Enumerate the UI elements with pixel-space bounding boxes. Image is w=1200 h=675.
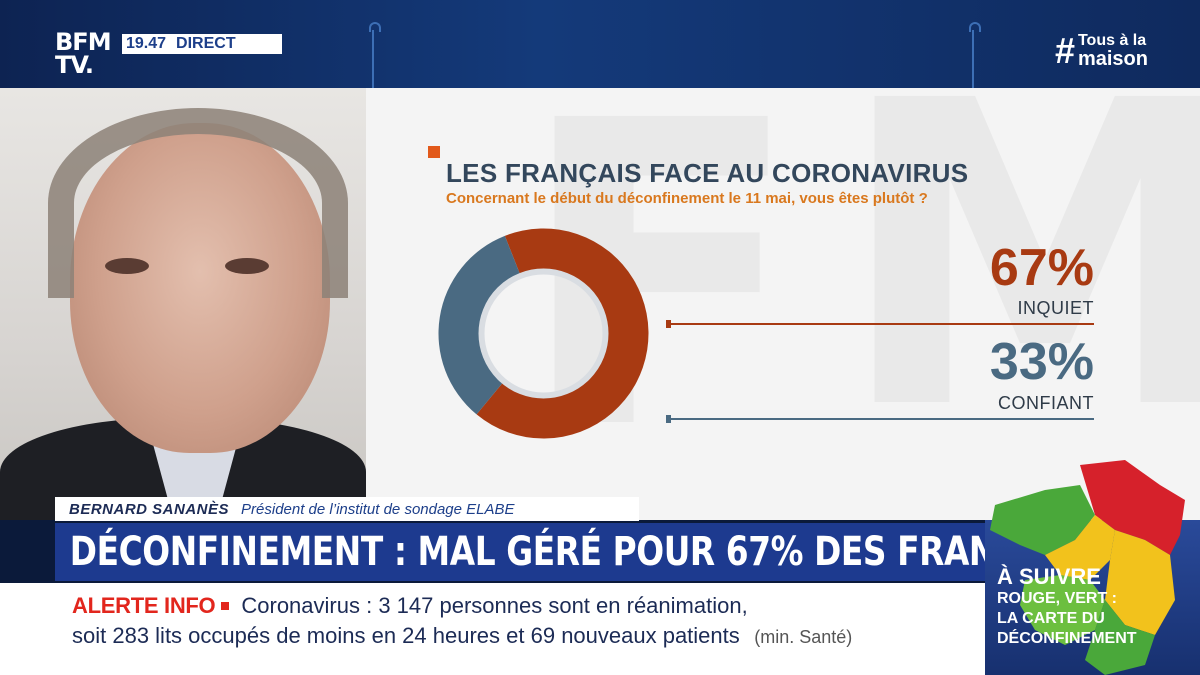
guest-name: BERNARD SANANÈS: [69, 500, 230, 518]
news-ticker: ALERTE INFO Coronavirus : 3 147 personne…: [0, 583, 985, 675]
value-label-inquiet: 67%: [989, 239, 1094, 297]
donut-inner-ring: [478, 268, 609, 399]
donut-slice-inquiet: [476, 228, 649, 439]
poll-title: LES FRANÇAIS FACE AU CORONAVIRUS: [446, 158, 969, 188]
donut-chart: [438, 228, 649, 439]
promo-line-3: DÉCONFINEMENT: [997, 629, 1137, 647]
guest-name-strap: BERNARD SANANÈS Président de l’institut …: [55, 497, 639, 521]
headline-text: DÉCONFINEMENT : MAL GÉRÉ POUR 67% DES FR…: [69, 529, 1080, 575]
rule-confiant: [666, 415, 1094, 423]
live-label: DIRECT: [176, 35, 236, 52]
channel-logo: BFM TV.: [55, 28, 112, 79]
ticker-source: (min. Santé): [754, 627, 853, 647]
value-label-confiant: 33%: [989, 333, 1094, 391]
clock-time: 19.47: [126, 35, 167, 52]
live-time-badge: 19.47 DIRECT: [122, 34, 282, 54]
guest-video: [0, 88, 366, 520]
ticker-line-1: Coronavirus : 3 147 personnes sont en ré…: [241, 593, 748, 618]
alert-dot-icon: [221, 602, 230, 610]
hashtag-logo: # Tous à la maison: [1054, 30, 1148, 71]
promo-next: À SUIVRE: [997, 564, 1101, 589]
poll-graphic: F M LES FRANÇAIS FACE AU CORONAVIRUS Con…: [366, 88, 1200, 520]
alert-label: ALERTE INFO: [72, 593, 216, 618]
promo-text: À SUIVRE ROUGE, VERT : LA CARTE DU DÉCON…: [997, 566, 1137, 647]
decor-hook: [969, 22, 981, 88]
watermark-letter: M: [836, 88, 1200, 502]
decor-hook: [369, 22, 381, 88]
title-marker: [428, 146, 440, 158]
france-map-icon: [990, 460, 1185, 675]
guest-role: Président de l’institut de sondage ELABE: [241, 500, 515, 518]
guest-eye: [225, 258, 269, 274]
guest-hair: [48, 108, 348, 298]
poll-question: Concernant le début du déconfinement le …: [446, 190, 928, 207]
rule-inquiet: [666, 320, 1094, 328]
top-banner: BFM TV. 19.47 DIRECT # Tous à la maison: [0, 0, 1200, 88]
category-label-confiant: CONFIANT: [998, 393, 1094, 413]
promo-line-1: ROUGE, VERT :: [997, 590, 1118, 607]
guest-eye: [105, 258, 149, 274]
promo-line-2: LA CARTE DU: [997, 609, 1105, 627]
category-label-inquiet: INQUIET: [1017, 298, 1094, 318]
ticker-line-2: soit 283 lits occupés de moins en 24 heu…: [72, 623, 740, 648]
main-headline: DÉCONFINEMENT : MAL GÉRÉ POUR 67% DES FR…: [55, 523, 1080, 581]
